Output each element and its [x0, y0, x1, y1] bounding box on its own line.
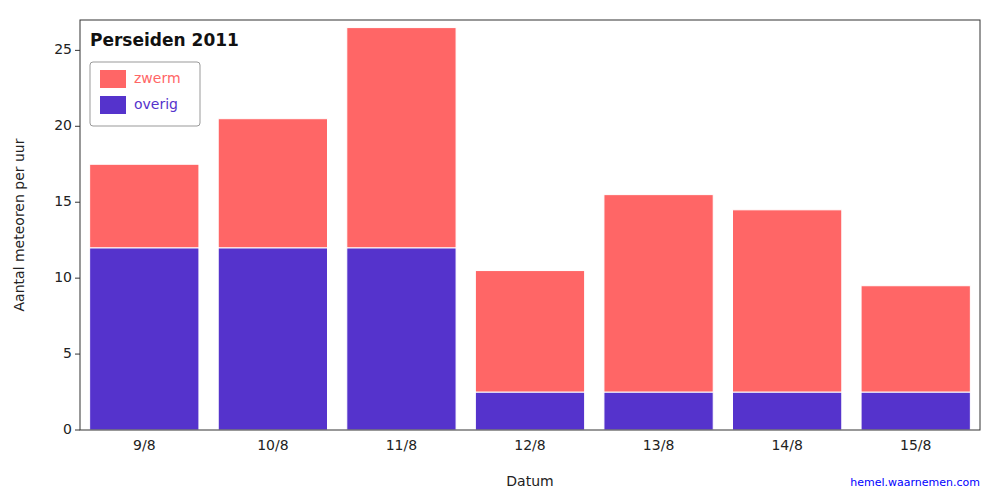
legend-swatch: [100, 70, 126, 88]
x-tick-label: 14/8: [771, 437, 802, 453]
y-tick-label: 25: [54, 41, 72, 57]
plot-frame: [80, 20, 980, 430]
y-tick-label: 15: [54, 193, 72, 209]
legend-label: overig: [134, 96, 178, 112]
x-tick-label: 15/8: [900, 437, 931, 453]
chart: 0 5 10 15 20 25 9/8 10/8 11/8 12/8 13/8 14/8 15/8 Dat…: [0, 0, 1000, 500]
bar: [604, 392, 713, 430]
y-tick-label: 5: [63, 345, 72, 361]
bar: [861, 392, 970, 430]
bar: [733, 392, 842, 430]
y-axis-label: Aantal meteoren per uur: [11, 138, 27, 311]
bars: [90, 28, 971, 430]
bar: [861, 286, 970, 392]
bar: [90, 248, 199, 430]
legend-frame: [90, 62, 200, 126]
y-tick-label: 10: [54, 269, 72, 285]
bar: [604, 195, 713, 392]
y-tick: [75, 354, 80, 355]
legend: zwerm overig: [90, 62, 200, 126]
y-tick: [75, 202, 80, 203]
bar: [90, 164, 199, 248]
y-tick-label: 0: [63, 421, 72, 437]
x-tick-label: 10/8: [257, 437, 288, 453]
bar: [347, 28, 456, 248]
y-tick: [75, 50, 80, 51]
bar: [733, 210, 842, 392]
y-tick: [75, 278, 80, 279]
x-tick-label: 13/8: [643, 437, 674, 453]
bar: [218, 119, 327, 248]
x-tick-label: 11/8: [386, 437, 417, 453]
x-axis-label: Datum: [506, 473, 553, 489]
bar: [218, 248, 327, 430]
y-tick: [75, 430, 80, 431]
y-tick: [75, 126, 80, 127]
watermark: hemel.waarnemen.com: [850, 476, 980, 489]
bar: [475, 271, 584, 392]
x-tick-label: 9/8: [133, 437, 156, 453]
legend-label: zwerm: [134, 70, 181, 86]
bar: [347, 248, 456, 430]
title: Perseiden 2011: [90, 30, 239, 50]
y-tick-label: 20: [54, 117, 72, 133]
x-tick-label: 12/8: [514, 437, 545, 453]
bar: [475, 392, 584, 430]
legend-swatch: [100, 96, 126, 114]
